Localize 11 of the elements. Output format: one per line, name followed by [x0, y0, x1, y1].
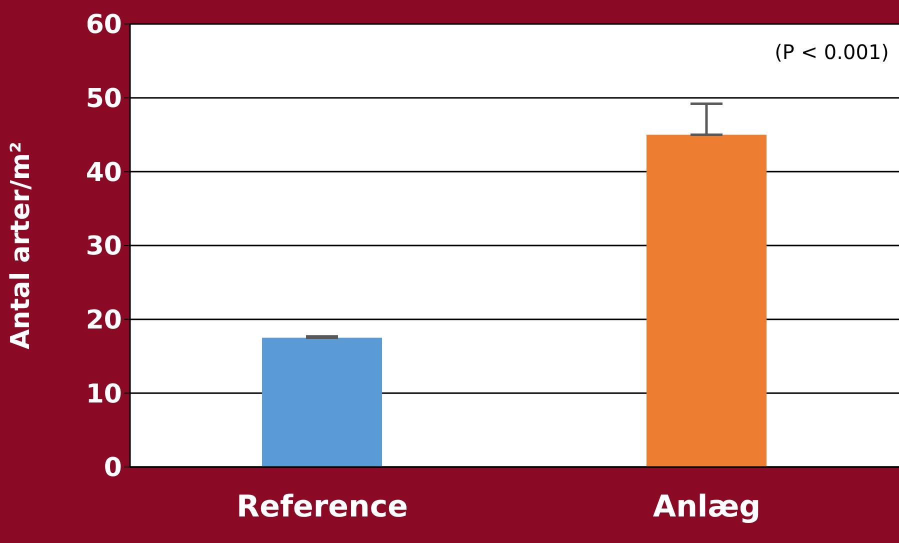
y-tick-label: 20: [86, 306, 122, 336]
y-tick-label: 30: [86, 232, 122, 262]
x-tick-label: Reference: [236, 489, 408, 524]
y-tick-label: 60: [86, 10, 122, 40]
y-tick-label: 0: [104, 453, 122, 484]
y-tick-label: 40: [86, 158, 122, 188]
y-tick-label: 50: [86, 84, 122, 114]
y-tick-label: 10: [86, 379, 122, 410]
x-tick-label: Anlæg: [652, 489, 761, 524]
annotation: (P < 0.001): [774, 40, 889, 64]
y-axis-title: Antal arter/m²: [6, 142, 36, 350]
